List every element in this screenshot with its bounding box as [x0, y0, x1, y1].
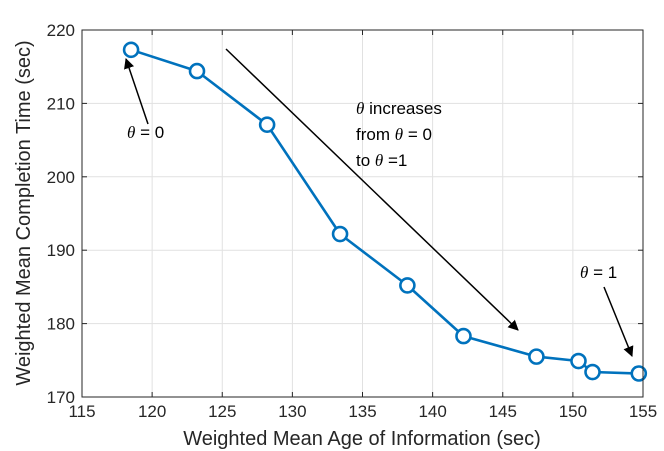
x-tick-label: 150 [559, 402, 587, 421]
y-tick-label: 210 [47, 94, 75, 113]
x-tick-label: 155 [629, 402, 657, 421]
y-tick-label: 220 [47, 21, 75, 40]
x-axis-ticks: 115 120 125 130 135 140 145 150 155 [68, 30, 657, 421]
annotation-theta-0: θ = 0 [127, 123, 164, 142]
x-tick-label: 125 [208, 402, 236, 421]
annotation-theta-1: θ = 1 [580, 263, 617, 282]
data-point [258, 116, 276, 133]
data-point [399, 277, 416, 294]
y-axis-label: Weighted Mean Completion Time (sec) [13, 40, 35, 385]
data-point [122, 41, 140, 59]
x-tick-label: 120 [138, 402, 166, 421]
y-axis-ticks: 170 180 190 200 210 220 [47, 21, 643, 407]
y-tick-label: 190 [47, 241, 75, 260]
x-tick-label: 130 [278, 402, 306, 421]
annotation-arrow-theta-0 [124, 58, 149, 125]
x-tick-label: 115 [68, 402, 95, 421]
data-point [570, 352, 587, 370]
data-point [630, 365, 648, 382]
y-tick-label: 170 [47, 388, 75, 407]
series-line [130, 48, 639, 375]
x-tick-label: 140 [418, 402, 446, 421]
x-tick-label: 145 [489, 402, 517, 421]
x-axis-label: Weighted Mean Age of Information (sec) [183, 428, 541, 450]
annotation-arrow-theta-increases [225, 48, 519, 331]
y-tick-label: 200 [47, 168, 75, 187]
x-tick-label: 135 [348, 402, 376, 421]
y-tick-label: 180 [47, 315, 75, 334]
data-point [455, 327, 472, 345]
annotation-theta-increases: θ increases from θ = 0 to θ =1 [356, 99, 447, 170]
data-point [528, 348, 545, 365]
annotation-arrow-theta-1 [603, 286, 634, 357]
data-point [188, 62, 206, 80]
data-series [122, 41, 648, 382]
data-point [331, 225, 349, 243]
data-point [584, 363, 601, 381]
